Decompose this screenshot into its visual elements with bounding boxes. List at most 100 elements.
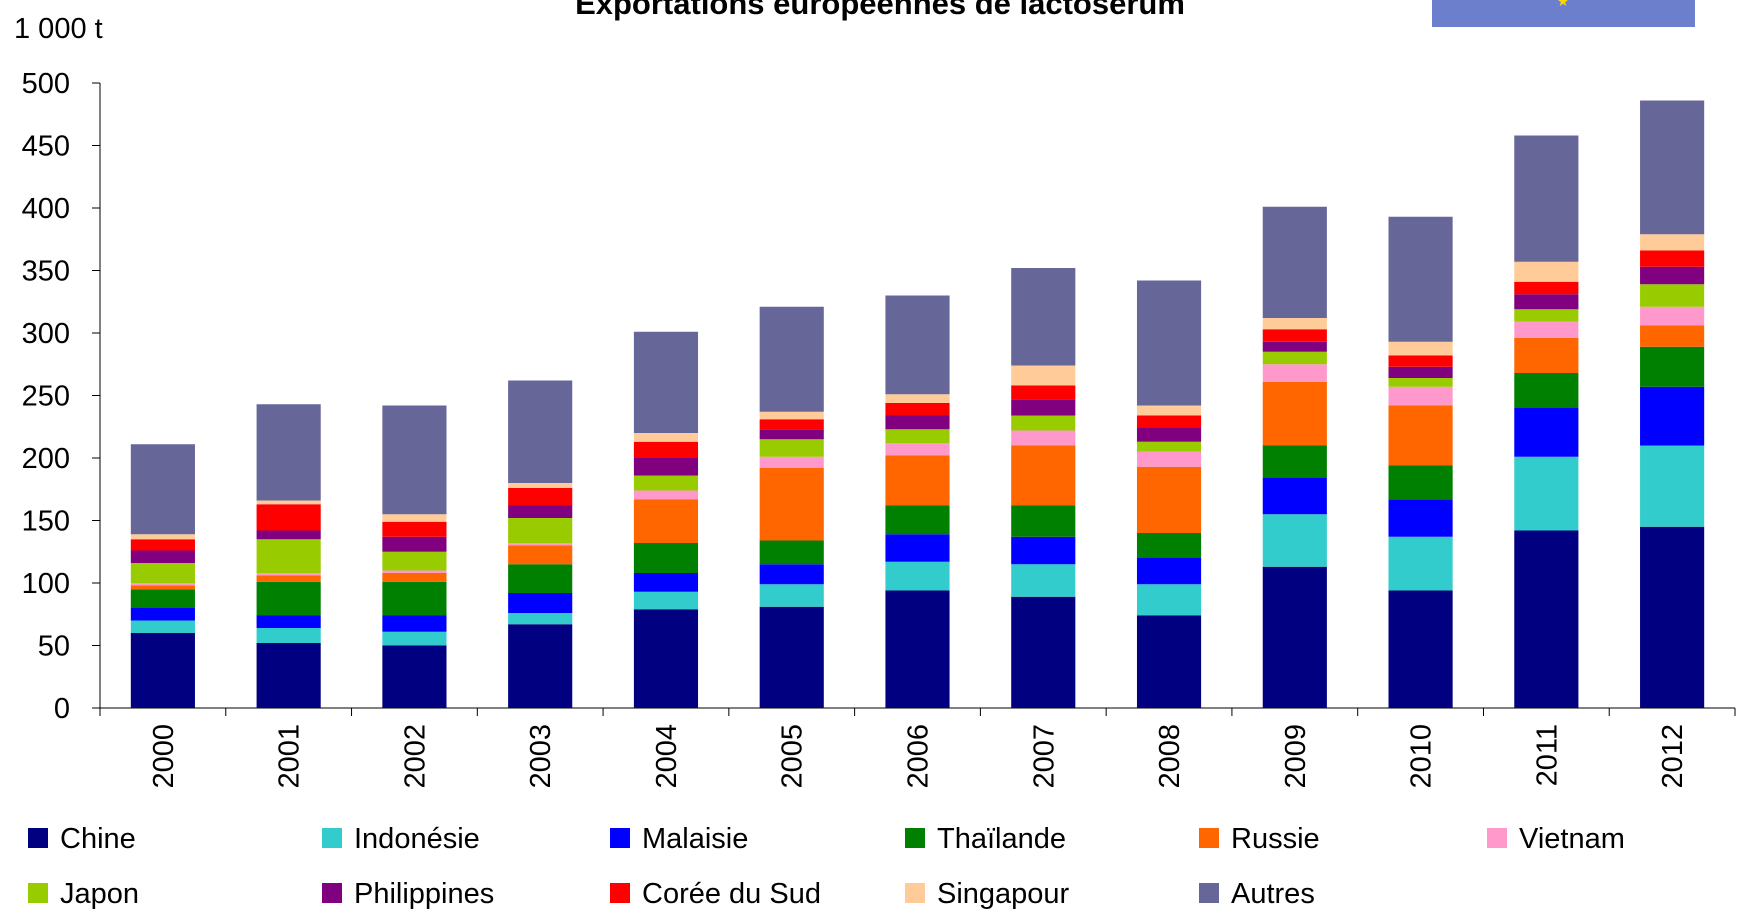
bar-segment [633, 499, 699, 543]
legend-swatch [322, 828, 342, 848]
bar-segment [1388, 378, 1453, 387]
bar-segment [256, 575, 321, 582]
chart-title: Exportations européennes de lactosérum [575, 0, 1185, 21]
bar-segment [508, 593, 573, 613]
bar-segment [1136, 441, 1202, 452]
bar-segment [256, 628, 321, 643]
bar-segment [1011, 268, 1076, 366]
x-tick-label: 2004 [651, 724, 683, 789]
bar-segment [130, 608, 195, 621]
bar-segment [1640, 306, 1705, 326]
y-tick-label: 300 [22, 318, 70, 350]
bar-segment [382, 551, 447, 571]
bar-segment [130, 539, 195, 551]
bar-segment [885, 394, 950, 403]
bar-segment [633, 433, 699, 442]
y-tick-label: 0 [54, 693, 70, 725]
legend-label: Thaïlande [937, 823, 1066, 855]
bar-segment [382, 514, 447, 522]
bar-segment [759, 429, 824, 440]
bar-segment [256, 643, 321, 708]
bar-segment [1640, 526, 1705, 708]
bar-segment [1011, 564, 1076, 597]
bar-segment [130, 563, 195, 583]
bar-segment [1514, 373, 1579, 408]
bar-segment [1514, 456, 1579, 531]
bar-segment [130, 589, 195, 608]
bar-segment [759, 306, 824, 412]
legend-swatch [1487, 828, 1507, 848]
bar-segment [508, 613, 573, 625]
x-tick-label: 2011 [1531, 724, 1563, 786]
bar-segment [382, 536, 447, 552]
y-tick-label: 500 [22, 68, 70, 100]
y-tick-label: 350 [22, 256, 70, 288]
x-tick-label: 2000 [148, 724, 180, 789]
bar-segment [382, 645, 447, 708]
bar-segment [885, 403, 950, 416]
bar-segment [382, 581, 447, 616]
legend-label: Chine [60, 823, 136, 855]
bar-segment [1388, 405, 1453, 466]
x-tick-label: 2003 [525, 724, 557, 789]
bar-segment [633, 331, 699, 433]
x-tick-label: 2002 [399, 724, 431, 789]
legend-swatch [610, 883, 630, 903]
bar-segment [256, 615, 321, 628]
legend-swatch [610, 828, 630, 848]
bar-segment [1011, 365, 1076, 386]
bar-segment [130, 620, 195, 633]
bar-segment [1136, 615, 1202, 708]
bar-segment [1262, 341, 1327, 352]
bar-segment [256, 504, 321, 531]
bar-segment [1136, 428, 1202, 442]
bar-segment [1262, 206, 1327, 318]
bar-segment [1388, 465, 1453, 500]
legend-swatch [1199, 828, 1219, 848]
bar-segment [382, 573, 447, 582]
bar-segment [759, 419, 824, 430]
bar-segment [1011, 505, 1076, 537]
bar-segment [256, 404, 321, 501]
bar-segment [508, 380, 573, 483]
bar-segment [130, 550, 195, 563]
bar-segment [1640, 284, 1705, 307]
bar-segment [1640, 386, 1705, 446]
x-tick-label: 2008 [1154, 724, 1186, 789]
flag-star: ★ [1557, 0, 1570, 9]
bar-segment [130, 444, 195, 535]
bar-segment [382, 521, 447, 537]
legend-swatch [905, 828, 925, 848]
bar-segment [1136, 466, 1202, 533]
bar-segment [1262, 351, 1327, 365]
bar-segment [759, 584, 824, 607]
bar-segment [885, 561, 950, 591]
bar-segment [1388, 355, 1453, 367]
bar-segment [1640, 250, 1705, 267]
bar-segment [1011, 536, 1076, 565]
legend-swatch [1199, 883, 1219, 903]
bar-segment [759, 564, 824, 585]
bar-segment [256, 539, 321, 573]
x-tick-label: 2012 [1657, 724, 1689, 789]
bar-segment [1640, 100, 1705, 235]
y-tick-label: 200 [22, 443, 70, 475]
legend-label: Japon [60, 878, 139, 910]
bar-segment [885, 443, 950, 456]
bar-segment [885, 295, 950, 395]
bar-segment [633, 441, 699, 458]
bar-segment [1262, 329, 1327, 342]
bar-segment [633, 475, 699, 491]
bar-segment [508, 483, 573, 488]
y-axis-label: 1 000 t [14, 13, 103, 45]
bar-segment [1262, 381, 1327, 446]
bar-segment [885, 505, 950, 535]
legend-label: Corée du Sud [642, 878, 821, 910]
bar-segment [1388, 536, 1453, 591]
bar-segment [1011, 385, 1076, 400]
bar-segment [130, 534, 195, 540]
bar-segment [508, 624, 573, 708]
y-tick-label: 250 [22, 381, 70, 413]
bar-segment [759, 540, 824, 565]
